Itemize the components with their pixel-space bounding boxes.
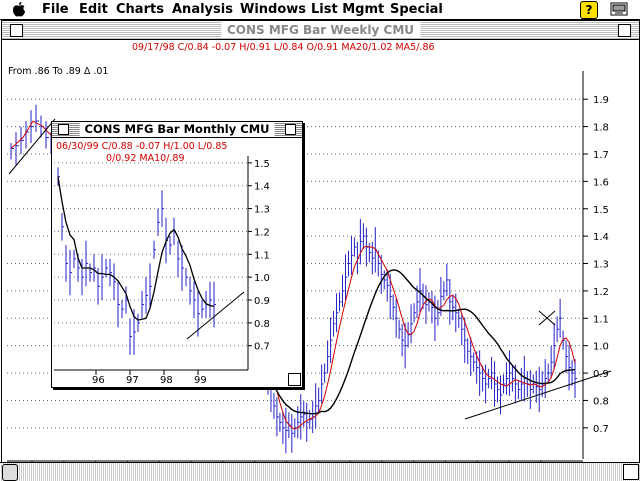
ma5-line [264,245,576,430]
monthly-window-titlebar[interactable]: CONS MFG Bar Monthly CMU [52,122,302,138]
y-tick-label: 0.7 [593,424,609,435]
grow-box-icon[interactable] [623,464,639,480]
weekly-y-axis: 1.9 1.8 1.7 1.6 1.5 1.4 1.3 1.2 1.1 1.0 0.9 0.8 0.7 [583,95,609,435]
y-tick-label: 1.2 [254,227,270,238]
zoom-box-icon[interactable] [618,24,631,37]
monthly-y-axis: 1.5 1.4 1.3 1.2 1.1 1.0 0.9 0.8 0.7 [248,159,270,353]
menu-windows[interactable]: Windows [240,2,307,17]
y-tick-label: 1.5 [593,205,609,216]
monthly-info-line-2: 0/0.92 MA10/.89 [106,153,185,164]
monthly-support-trendline [186,291,245,340]
y-tick-label: 1.4 [254,182,270,193]
monthly-info-line-1: 06/30/99 C/0.88 -0.07 H/1.00 L/0.85 [56,141,228,152]
y-tick-label: 0.9 [254,296,270,307]
menu-analysis[interactable]: Analysis [172,2,233,17]
weekly-info-line: 09/17/98 C/0.84 -0.07 H/0.91 L/0.84 O/0.… [132,42,435,53]
monthly-x-axis: 96 97 98 99 [92,370,207,386]
monthly-window-title: CONS MFG Bar Monthly CMU [79,122,275,137]
menu-special[interactable]: Special [390,2,443,17]
monthly-bar-chart[interactable]: 1.5 1.4 1.3 1.2 1.1 1.0 0.9 0.8 0.7 96 97 98 99 [52,138,300,386]
y-tick-label: 1.9 [593,95,609,106]
ma20-line [264,269,576,415]
range-readout: From .86 To .89 Δ .01 [8,66,109,77]
trendline-support [464,370,612,420]
scroll-thumb[interactable] [2,464,18,481]
monthly-chart-grid [54,162,248,347]
y-tick-label: 0.8 [593,396,609,407]
trendline-left [8,118,56,175]
inner-zoom-box-icon[interactable] [285,124,296,135]
menu-charts[interactable]: Charts [116,2,164,17]
y-tick-label: 1.1 [254,250,270,261]
ma10-line [57,176,215,321]
y-tick-label: 1.3 [254,205,270,216]
y-tick-label: 1.2 [593,287,609,298]
x-tick-label: 99 [194,375,207,386]
y-tick-label: 1.8 [593,123,609,134]
y-tick-label: 0.7 [254,342,270,353]
y-tick-label: 1.1 [593,314,609,325]
weekly-window-titlebar[interactable]: CONS MFG Bar Weekly CMU [2,21,639,40]
weekly-chart-window[interactable]: CONS MFG Bar Weekly CMU 09/17/98 C/0.84 … [1,20,640,470]
help-icon[interactable]: ? [580,1,598,19]
x-tick-label: 98 [160,375,173,386]
x-tick-label: 97 [126,375,139,386]
horizontal-scrollbar[interactable] [0,462,640,481]
x-tick-label: 96 [92,375,105,386]
apple-menu-icon[interactable] [12,2,26,17]
application-icon[interactable] [610,1,628,17]
y-tick-label: 1.6 [593,177,609,188]
menu-list-mgmt[interactable]: List Mgmt [311,2,385,17]
monthly-price-bars [57,167,216,355]
monthly-chart-window[interactable]: CONS MFG Bar Monthly CMU 06/30/99 C/0.88… [51,121,303,388]
inner-close-box-icon[interactable] [58,124,69,135]
y-tick-label: 1.7 [593,150,609,161]
weekly-window-title: CONS MFG Bar Weekly CMU [220,22,421,38]
menu-bar: File Edit Charts Analysis Windows List M… [0,0,640,20]
y-tick-label: 1.5 [254,159,270,170]
y-tick-label: 1.0 [254,273,270,284]
close-box-icon[interactable] [10,24,23,37]
menu-edit[interactable]: Edit [79,2,108,17]
ma5-line-early [10,120,54,149]
inner-grow-box-icon[interactable] [288,373,301,386]
y-tick-label: 1.3 [593,260,609,271]
y-tick-label: 1.4 [593,232,609,243]
menu-file[interactable]: File [42,2,69,17]
y-tick-label: 0.8 [254,319,270,330]
cross-marker-icon [538,310,556,326]
y-tick-label: 1.0 [593,342,609,353]
y-tick-label: 0.9 [593,369,609,380]
